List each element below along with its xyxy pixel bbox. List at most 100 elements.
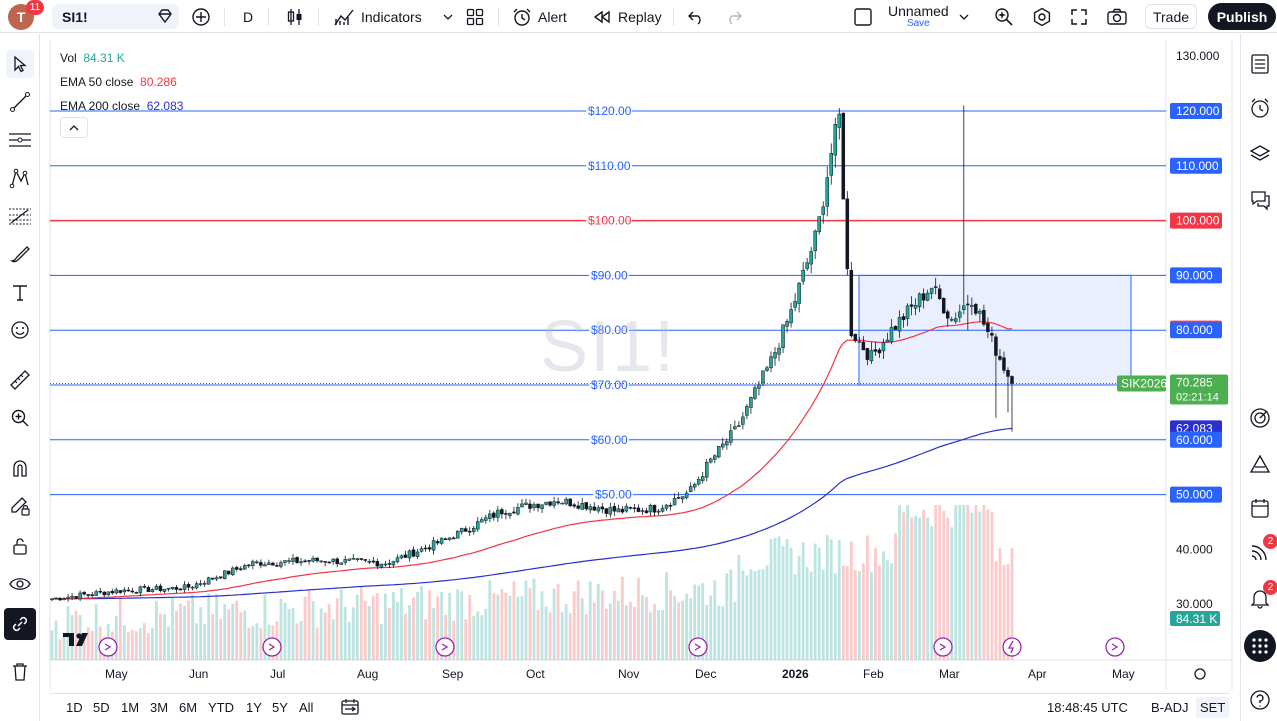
candle-body[interactable] — [484, 517, 488, 521]
candle-body[interactable] — [174, 587, 179, 590]
candle-body[interactable] — [897, 317, 902, 332]
candle-body[interactable] — [680, 496, 685, 500]
candle-body[interactable] — [777, 347, 781, 355]
candle-body[interactable] — [684, 492, 689, 499]
candle-body[interactable] — [696, 479, 701, 485]
candle-body[interactable] — [845, 198, 850, 270]
candle-body[interactable] — [524, 502, 528, 505]
target-button[interactable] — [1246, 404, 1274, 432]
candle-body[interactable] — [387, 563, 392, 565]
candle-body[interactable] — [745, 406, 749, 416]
candle-body[interactable] — [150, 589, 155, 592]
candle-body[interactable] — [825, 177, 829, 207]
candle-body[interactable] — [945, 311, 950, 319]
candle-body[interactable] — [753, 387, 757, 399]
range-ytd[interactable]: YTD — [208, 700, 234, 715]
watchlist-button[interactable] — [1246, 50, 1274, 78]
help-button[interactable] — [1246, 686, 1274, 714]
candle-body[interactable] — [66, 596, 70, 599]
candle-body[interactable] — [395, 557, 400, 563]
candle-body[interactable] — [359, 558, 364, 560]
layout-menu-button[interactable] — [958, 0, 970, 33]
candle-body[interactable] — [259, 562, 263, 566]
candle-body[interactable] — [114, 589, 119, 594]
candle-body[interactable] — [355, 558, 360, 561]
range-3m[interactable]: 3M — [150, 700, 169, 715]
candle-body[interactable] — [142, 586, 147, 588]
candle-body[interactable] — [556, 501, 560, 504]
delete-tool[interactable] — [6, 658, 34, 686]
link-tool[interactable] — [4, 608, 36, 640]
candle-body[interactable] — [853, 333, 858, 342]
range-5d[interactable]: 5D — [93, 700, 110, 715]
candle-body[interactable] — [632, 507, 637, 509]
candle-body[interactable] — [708, 458, 713, 463]
candle-body[interactable] — [210, 577, 215, 580]
candle-body[interactable] — [704, 462, 709, 478]
candle-body[interactable] — [443, 538, 448, 540]
layout-name-button[interactable]: Unnamed Save — [888, 0, 949, 33]
candle-body[interactable] — [925, 292, 930, 301]
layouts-button[interactable] — [465, 0, 485, 33]
candle-body[interactable] — [640, 510, 645, 512]
range-1m[interactable]: 1M — [121, 700, 140, 715]
candle-body[interactable] — [962, 305, 966, 310]
candle-body[interactable] — [1006, 370, 1010, 377]
candle-body[interactable] — [954, 318, 958, 322]
candle-body[interactable] — [407, 550, 412, 559]
trade-button[interactable]: Trade — [1145, 4, 1197, 29]
candle-body[interactable] — [970, 305, 974, 307]
candle-body[interactable] — [459, 527, 464, 533]
candle-body[interactable] — [889, 327, 894, 343]
candle-body[interactable] — [648, 504, 653, 513]
candle-body[interactable] — [162, 588, 167, 592]
candle-body[interactable] — [841, 112, 846, 200]
candle-body[interactable] — [769, 356, 773, 369]
legend-ema50[interactable]: EMA 50 close 80.286 — [60, 70, 183, 94]
candle-body[interactable] — [785, 320, 789, 327]
candle-body[interactable] — [937, 288, 942, 299]
candle-body[interactable] — [415, 551, 420, 557]
candle-body[interactable] — [347, 558, 351, 561]
candle-body[interactable] — [994, 336, 998, 356]
candle-body[interactable] — [576, 505, 580, 509]
calendar-button[interactable] — [1246, 494, 1274, 522]
candle-body[interactable] — [1002, 357, 1006, 371]
visibility-tool[interactable] — [6, 570, 34, 598]
candle-body[interactable] — [158, 585, 163, 592]
publish-button[interactable]: Publish — [1208, 3, 1276, 30]
dividend-marker-icon[interactable] — [1002, 637, 1022, 657]
candle-body[interactable] — [134, 592, 139, 594]
candle-body[interactable] — [688, 486, 693, 492]
candle-body[interactable] — [291, 557, 295, 562]
alert-button[interactable]: Alert — [512, 0, 567, 33]
candle-body[interactable] — [251, 561, 255, 566]
interval-button[interactable]: D — [243, 0, 253, 33]
candle-body[interactable] — [512, 511, 516, 514]
event-marker-icon[interactable] — [1105, 637, 1125, 657]
candle-body[interactable] — [692, 483, 697, 488]
candle-body[interactable] — [295, 557, 299, 563]
candle-body[interactable] — [86, 594, 90, 596]
candle-body[interactable] — [921, 293, 926, 301]
candle-body[interactable] — [564, 498, 568, 505]
settings-button[interactable] — [1032, 0, 1052, 33]
candle-body[interactable] — [560, 502, 564, 505]
candle-body[interactable] — [941, 298, 946, 314]
ema50-line[interactable] — [51, 321, 1013, 600]
utc-clock[interactable]: 18:48:45 UTC — [1047, 700, 1128, 715]
event-marker-icon[interactable] — [688, 637, 708, 657]
candle-body[interactable] — [733, 426, 737, 430]
candle-body[interactable] — [978, 310, 982, 314]
candle-body[interactable] — [423, 547, 428, 550]
candle-body[interactable] — [110, 591, 115, 594]
candle-body[interactable] — [472, 528, 476, 532]
candle-body[interactable] — [584, 502, 588, 510]
candle-body[interactable] — [636, 507, 641, 512]
candle-body[interactable] — [504, 513, 508, 515]
candle-body[interactable] — [194, 583, 199, 589]
candle-body[interactable] — [913, 305, 918, 309]
candle-body[interactable] — [616, 508, 621, 513]
candle-body[interactable] — [837, 113, 842, 128]
event-marker-icon[interactable] — [933, 637, 953, 657]
